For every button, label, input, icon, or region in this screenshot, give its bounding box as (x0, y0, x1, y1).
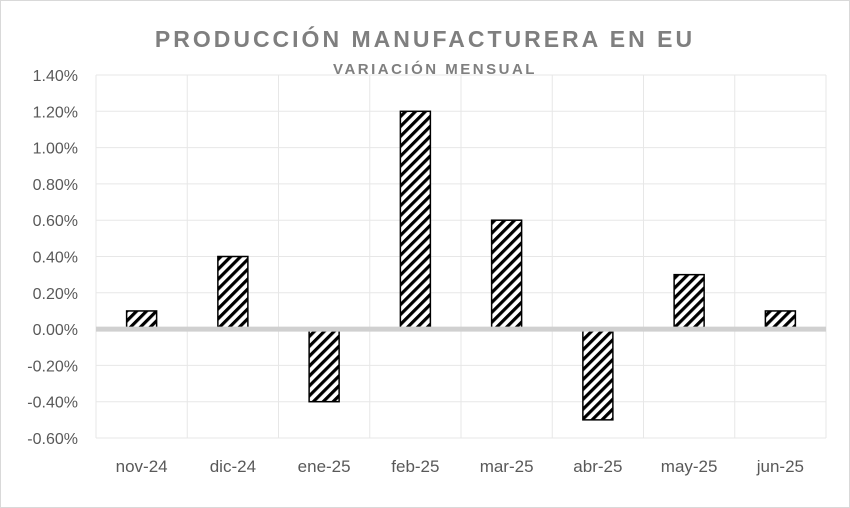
bar-dic-24 (217, 255, 249, 330)
x-category-label: abr-25 (573, 457, 622, 476)
x-category-label: dic-24 (210, 457, 256, 476)
x-category-label: feb-25 (391, 457, 439, 476)
chart-subtitle: VARIACIÓN MENSUAL (333, 61, 537, 78)
gridlines (95, 74, 827, 439)
y-tick-label: 1.00% (33, 141, 78, 158)
x-category-label: jun-25 (756, 457, 804, 476)
axis-labels: 1.40% 1.20% 1.00% 0.80% 0.60% 0.40% 0.20% 0.00%… (27, 68, 804, 476)
y-tick-label: 0.20% (33, 286, 78, 303)
x-category-label: ene-25 (298, 457, 351, 476)
y-tick-label: 0.80% (33, 177, 78, 194)
bar-may-25 (673, 273, 705, 330)
bar-feb-25 (399, 110, 432, 330)
x-category-label: nov-24 (116, 457, 168, 476)
y-tick-label: 0.40% (33, 250, 78, 267)
chart-title: PRODUCCIÓN MANUFACTURERA EN EU (154, 26, 696, 52)
y-tick-label: 1.20% (33, 104, 78, 121)
bar-nov-24 (125, 310, 158, 330)
y-tick-label: -0.20% (27, 358, 78, 375)
bar-ene-25 (308, 328, 340, 403)
y-tick-label: -0.40% (27, 395, 78, 412)
y-tick-label: 0.60% (33, 213, 78, 230)
x-category-label: may-25 (661, 457, 718, 476)
bar-jun-25 (764, 310, 797, 330)
y-tick-label: 0.00% (33, 322, 78, 339)
x-category-label: mar-25 (480, 457, 534, 476)
bar-mar-25 (490, 219, 523, 330)
y-tick-label: -0.60% (27, 431, 78, 448)
bar-abr-25 (582, 328, 614, 421)
y-tick-label: 1.40% (33, 68, 78, 85)
